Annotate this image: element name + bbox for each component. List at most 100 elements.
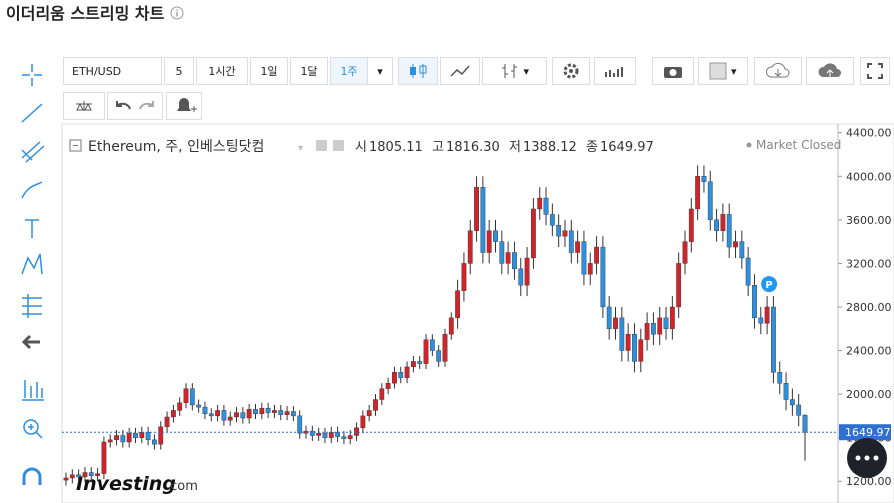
color-picker[interactable]: ▾ — [698, 57, 748, 85]
timeframe-button[interactable]: 1달 — [290, 57, 328, 85]
candle-body — [183, 388, 189, 404]
camera[interactable] — [652, 57, 694, 85]
candle-body — [69, 474, 75, 479]
ohlc-label: 종 — [586, 140, 598, 155]
interval: 5 — [175, 64, 183, 78]
candle-body — [164, 416, 170, 427]
candle-body — [461, 263, 467, 291]
candle-body — [366, 410, 372, 417]
candle-body — [120, 435, 126, 443]
candle-body — [771, 306, 776, 373]
indicator-tool[interactable] — [22, 380, 44, 401]
line-tool[interactable] — [21, 103, 43, 123]
logo-main: Investing — [76, 473, 176, 495]
collapse-box[interactable] — [69, 139, 82, 152]
candle-body — [581, 241, 587, 275]
magnet-tool[interactable] — [22, 467, 42, 485]
timeframe-button[interactable]: 1일 — [250, 57, 288, 85]
candle-body — [613, 317, 618, 329]
candle-body — [76, 474, 82, 478]
candle-body — [170, 410, 176, 418]
candle-body — [695, 176, 701, 210]
bar-type[interactable]: ▾ — [482, 57, 547, 85]
candle-body — [796, 404, 802, 416]
candle-body — [556, 225, 562, 237]
candle-body — [208, 413, 214, 417]
candle-body — [215, 410, 220, 417]
candle-body — [107, 439, 113, 443]
legend-icon[interactable] — [333, 140, 344, 151]
candle-body — [436, 350, 442, 362]
candle-body — [802, 415, 808, 433]
pattern-tool[interactable] — [21, 253, 43, 275]
back-tool[interactable] — [21, 334, 40, 350]
candle-body — [676, 263, 682, 308]
y-tick-label: 2400.00 — [846, 345, 892, 358]
download[interactable] — [754, 57, 802, 85]
legend-icon[interactable] — [316, 140, 327, 151]
ohlc-label: 시 — [355, 140, 367, 155]
y-tick-label: 2800.00 — [846, 301, 892, 314]
upload[interactable] — [806, 57, 854, 85]
candle-body — [638, 339, 644, 362]
text-tool[interactable] — [25, 219, 39, 238]
logo-suffix: .com — [166, 479, 198, 494]
candle-body — [474, 186, 479, 231]
candle-body — [669, 306, 675, 329]
candle-body — [114, 435, 119, 441]
candle-body — [145, 432, 151, 441]
candle-body — [341, 436, 347, 439]
crosshair-tool[interactable] — [22, 64, 42, 86]
zoom-tool[interactable] — [23, 419, 39, 435]
candle-body — [126, 433, 132, 443]
candle-body — [455, 290, 461, 319]
area-type[interactable] — [440, 57, 480, 85]
last-price-label: 1649.97 — [845, 426, 891, 439]
candle-body — [196, 404, 202, 408]
candle-type[interactable] — [398, 57, 438, 85]
candle-body — [549, 214, 555, 226]
symbol: ETH/USD — [72, 64, 122, 78]
dropdown[interactable]: ▾ — [367, 57, 393, 85]
left-toolbar — [21, 64, 45, 485]
candle-body — [246, 409, 252, 419]
fib-tool[interactable] — [21, 141, 45, 163]
alert[interactable] — [166, 92, 202, 120]
brush-tool[interactable] — [21, 181, 43, 199]
annotation-marker — [761, 276, 778, 293]
measure-tool[interactable] — [22, 294, 42, 318]
indicators[interactable] — [594, 57, 636, 85]
candle-body — [189, 388, 195, 406]
settings[interactable] — [552, 57, 590, 85]
candle-body — [764, 306, 770, 324]
y-tick-label: 4400.00 — [846, 127, 892, 140]
timeframe-button[interactable]: 1시간 — [196, 57, 248, 85]
ohlc-value: 1649.97 — [600, 140, 654, 155]
candle-body — [63, 477, 69, 481]
fullscreen[interactable] — [860, 57, 890, 85]
ohlc-value: 1388.12 — [523, 140, 577, 155]
compare[interactable] — [63, 92, 105, 120]
symbol-box[interactable]: ETH/USD — [63, 57, 162, 85]
undo-redo[interactable] — [107, 92, 163, 120]
interval-box[interactable]: 5 — [164, 57, 194, 85]
candle-body — [404, 366, 410, 378]
candle-body — [240, 412, 246, 419]
info-icon[interactable] — [170, 6, 184, 20]
timeframe-button[interactable]: 1주 — [330, 57, 368, 85]
candle-body — [272, 410, 277, 413]
candle-body — [448, 317, 454, 335]
candle-body — [259, 408, 265, 414]
candle-body — [234, 412, 239, 418]
candle-body — [707, 181, 713, 221]
menu-button[interactable] — [846, 437, 888, 479]
candle-body — [739, 241, 745, 259]
page-title: 이더리움 스트리밍 차트 — [6, 0, 184, 24]
ohlc-label: 저 — [509, 140, 521, 155]
annotation-label: P — [765, 280, 772, 291]
candle-body — [606, 306, 612, 329]
candle-body — [328, 432, 334, 438]
candle-body — [493, 230, 498, 242]
candle-body — [202, 406, 208, 414]
